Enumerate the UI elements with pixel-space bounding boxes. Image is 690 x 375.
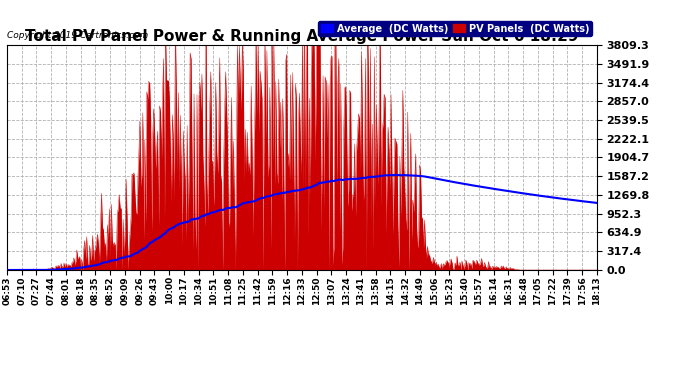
Title: Total PV Panel Power & Running Average Power Sun Oct 6 18:29: Total PV Panel Power & Running Average P… — [25, 29, 579, 44]
Text: Copyright 2019 Cartronics.com: Copyright 2019 Cartronics.com — [7, 32, 148, 40]
Legend: Average  (DC Watts), PV Panels  (DC Watts): Average (DC Watts), PV Panels (DC Watts) — [318, 21, 592, 36]
